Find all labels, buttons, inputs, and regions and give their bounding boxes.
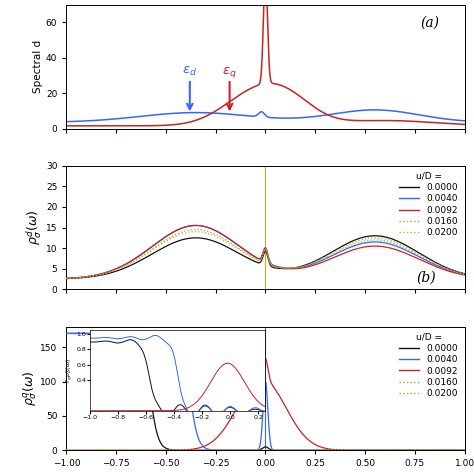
Text: $\varepsilon_d$: $\varepsilon_d$ bbox=[182, 64, 197, 78]
Text: $\varepsilon_q$: $\varepsilon_q$ bbox=[222, 65, 237, 80]
Text: (b): (b) bbox=[417, 271, 437, 285]
Y-axis label: $\rho^q_\sigma(\omega)$: $\rho^q_\sigma(\omega)$ bbox=[21, 371, 39, 406]
Legend: 0.0000, 0.0040, 0.0092, 0.0160, 0.0200: 0.0000, 0.0040, 0.0092, 0.0160, 0.0200 bbox=[398, 331, 460, 400]
Y-axis label: $\rho^d_\sigma(\omega)$: $\rho^d_\sigma(\omega)$ bbox=[25, 210, 45, 246]
Text: (a): (a) bbox=[421, 16, 440, 30]
Legend: 0.0000, 0.0040, 0.0092, 0.0160, 0.0200: 0.0000, 0.0040, 0.0092, 0.0160, 0.0200 bbox=[398, 170, 460, 239]
Y-axis label: Spectral d: Spectral d bbox=[33, 40, 43, 93]
